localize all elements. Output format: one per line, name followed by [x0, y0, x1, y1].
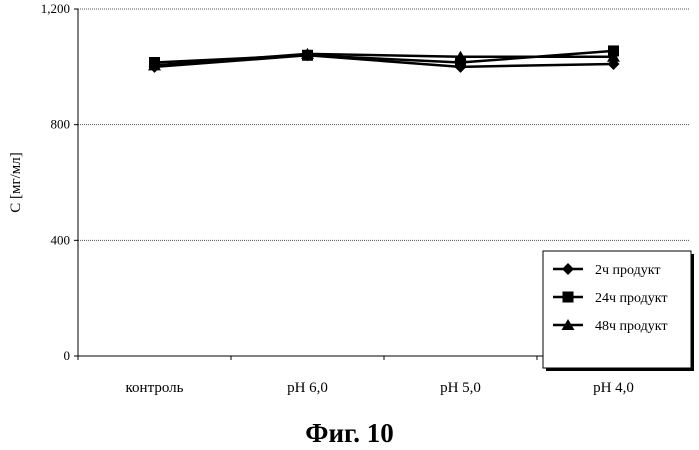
y-axis-title: C [мг/мл] — [8, 152, 24, 213]
x-tick-label: pH 6,0 — [287, 380, 328, 396]
series-group — [148, 45, 620, 72]
legend-label: 24ч продукт — [595, 291, 668, 306]
y-tick-label: 800 — [51, 117, 71, 132]
x-tick-labels: контроль pH 6,0 pH 5,0 pH 4,0 — [126, 380, 634, 396]
figure-caption: Фиг. 10 — [0, 418, 699, 449]
x-tick-label: pH 4,0 — [593, 380, 634, 396]
grid-lines — [78, 9, 690, 240]
legend-label: 2ч продукт — [595, 263, 661, 278]
y-tick-label: 0 — [64, 348, 71, 363]
legend-marker — [563, 292, 574, 303]
legend: 2ч продукт 24ч продукт 48ч продукт — [543, 251, 694, 371]
y-tick-labels: 0 400 800 1,200 — [41, 1, 70, 363]
legend-label: 48ч продукт — [595, 319, 668, 334]
line-chart: 04008001,200 контрольpH 6,0pH 5,0pH 4,0 … — [0, 0, 699, 420]
x-tick-label: контроль — [126, 380, 184, 396]
x-tick-label: pH 5,0 — [440, 380, 481, 396]
y-tick-label: 400 — [51, 232, 71, 247]
y-tick-label: 1,200 — [41, 1, 70, 16]
